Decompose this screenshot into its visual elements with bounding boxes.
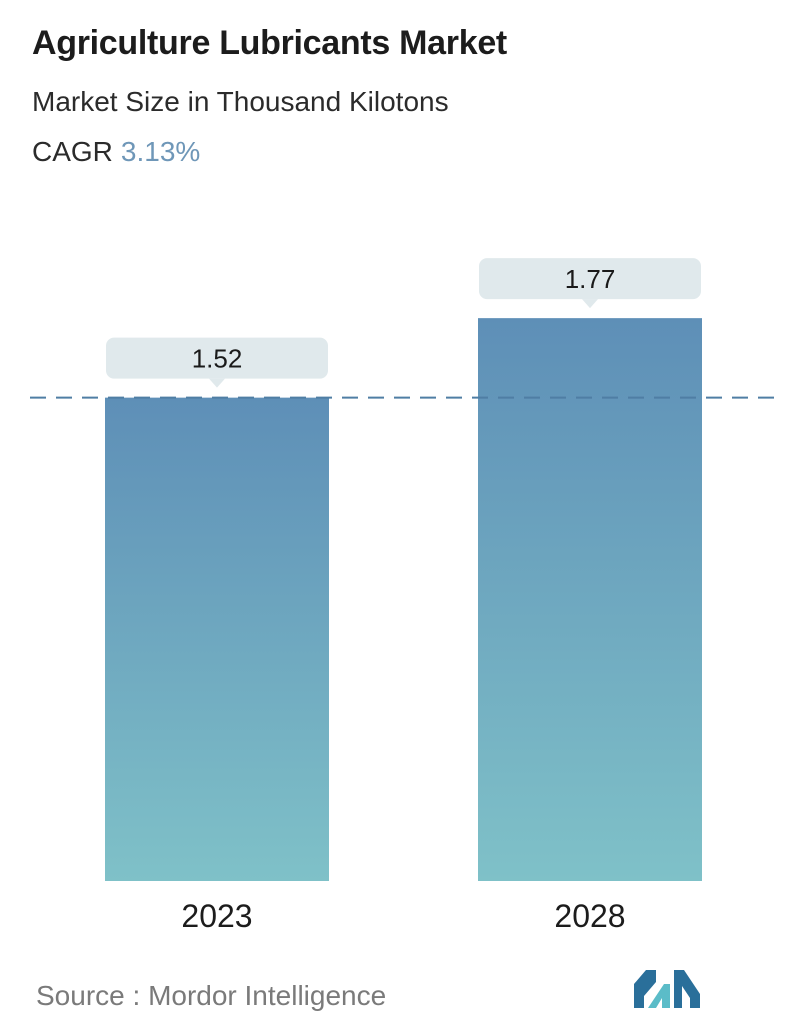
chart-subtitle: Market Size in Thousand Kilotons	[32, 86, 449, 117]
value-label-2028: 1.77	[479, 258, 701, 309]
source-label: Source :	[36, 980, 141, 1011]
source-line: Source : Mordor Intelligence	[36, 980, 386, 1012]
logo-shape-middle	[648, 984, 670, 1008]
svg-text:1.52: 1.52	[192, 344, 243, 374]
mordor-intelligence-logo-icon	[634, 970, 700, 1008]
svg-text:1.77: 1.77	[565, 264, 616, 294]
logo-shape-right	[674, 970, 700, 1008]
cagr-value: 3.13%	[120, 136, 201, 167]
chart-title: Agriculture Lubricants Market	[32, 24, 507, 62]
bar-2023	[105, 397, 329, 881]
logo-shape-left	[634, 970, 656, 1008]
cagr-label: CAGR	[32, 136, 113, 167]
x-tick-label-2028: 2028	[554, 898, 625, 934]
source-name: Mordor Intelligence	[148, 980, 387, 1011]
x-tick-label-2023: 2023	[181, 898, 252, 934]
bar-2028	[478, 318, 702, 881]
cagr-line: CAGR 3.13%	[32, 136, 200, 168]
value-label-2023: 1.52	[106, 337, 328, 388]
